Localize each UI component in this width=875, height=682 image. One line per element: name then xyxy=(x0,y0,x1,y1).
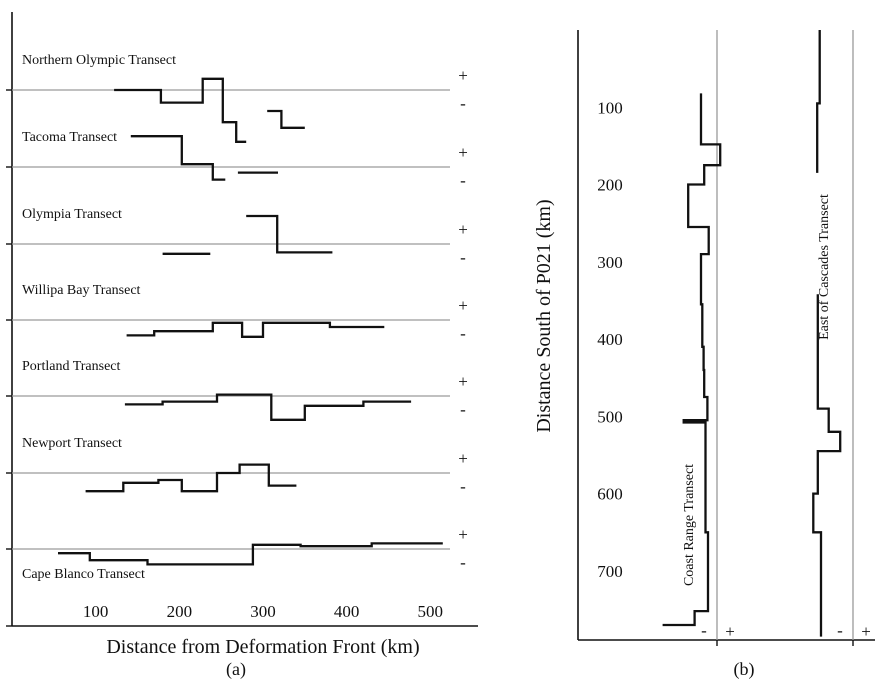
tacoma-transect-plus-sign: + xyxy=(458,143,468,162)
east-of-cascades-transect-line-1 xyxy=(816,30,821,173)
northern-olympic-transect-plus-sign: + xyxy=(458,66,468,85)
east-of-cascades-transect-minus-sign: - xyxy=(837,621,843,640)
east-of-cascades-transect-line-2 xyxy=(812,294,842,637)
cape-blanco-transect-plus-sign: + xyxy=(458,525,468,544)
portland-transect-plus-sign: + xyxy=(458,372,468,391)
portland-transect-minus-sign: - xyxy=(460,400,466,419)
east-of-cascades-transect-label: East of Cascades Transect xyxy=(817,194,832,340)
x-tick-label-300: 300 xyxy=(250,602,276,621)
x-tick-label-500: 500 xyxy=(418,602,444,621)
y-tick-label-400: 400 xyxy=(597,330,623,349)
panel-a-label: (a) xyxy=(226,659,246,680)
northern-olympic-transect-minus-sign: - xyxy=(460,94,466,113)
newport-transect-plus-sign: + xyxy=(458,449,468,468)
willipa-bay-transect-row: Willipa Bay Transect + - xyxy=(6,283,468,343)
tacoma-transect-row: Tacoma Transect + - xyxy=(6,130,468,190)
cape-blanco-transect-row: Cape Blanco Transect + - xyxy=(6,525,468,582)
x-tick-label-100: 100 xyxy=(83,602,109,621)
cape-blanco-transect-label: Cape Blanco Transect xyxy=(22,567,145,582)
willipa-bay-transect-line-1 xyxy=(126,321,385,338)
northern-olympic-transect-line-1 xyxy=(114,77,247,143)
northern-olympic-transect-row: Northern Olympic Transect + - xyxy=(6,53,468,143)
newport-transect-row: Newport Transect + - xyxy=(6,436,468,496)
y-tick-label-500: 500 xyxy=(597,407,623,426)
willipa-bay-transect-label: Willipa Bay Transect xyxy=(22,283,141,298)
cape-blanco-transect-minus-sign: - xyxy=(460,553,466,572)
x-tick-label-200: 200 xyxy=(167,602,193,621)
panel-a: Northern Olympic Transect+-Tacoma Transe… xyxy=(6,12,478,680)
willipa-bay-transect-minus-sign: - xyxy=(460,324,466,343)
newport-transect-minus-sign: - xyxy=(460,477,466,496)
willipa-bay-transect-plus-sign: + xyxy=(458,296,468,315)
panel-b-y-ticks: 100 200 300 400 500 600 700 xyxy=(597,98,623,581)
coast-range-transect-minus-sign: - xyxy=(701,621,707,640)
y-tick-label-300: 300 xyxy=(597,253,623,272)
y-tick-label-100: 100 xyxy=(597,98,623,117)
northern-olympic-transect-line-2 xyxy=(267,109,305,129)
northern-olympic-transect-label: Northern Olympic Transect xyxy=(22,53,176,68)
coast-range-transect-label: Coast Range Transect xyxy=(682,464,697,586)
olympia-transect-row: Olympia Transect + - xyxy=(6,207,468,267)
y-tick-label-700: 700 xyxy=(597,562,623,581)
panel-b-transects: Coast Range Transect- +East of Cascades T… xyxy=(662,30,871,646)
panel-b-label: (b) xyxy=(734,659,755,680)
olympia-transect-label: Olympia Transect xyxy=(22,207,122,222)
cape-blanco-transect-line-1 xyxy=(58,542,443,566)
coast-range-transect-plus-sign: + xyxy=(725,622,735,641)
tacoma-transect-line-1 xyxy=(130,135,226,181)
coast-range-transect-column: Coast Range Transect - + xyxy=(662,30,735,646)
panel-a-x-axis-title: Distance from Deformation Front (km) xyxy=(106,636,419,658)
panel-b: 100 200 300 400 500 600 700 Coast Range Transe… xyxy=(533,30,875,680)
newport-transect-label: Newport Transect xyxy=(22,436,122,451)
tacoma-transect-minus-sign: - xyxy=(460,171,466,190)
y-tick-label-200: 200 xyxy=(597,176,623,195)
olympia-transect-plus-sign: + xyxy=(458,220,468,239)
y-tick-label-600: 600 xyxy=(597,485,623,504)
newport-transect-line-1 xyxy=(85,463,297,493)
east-of-cascades-transect-plus-sign: + xyxy=(861,622,871,641)
coast-range-transect-line-1 xyxy=(662,93,722,627)
portland-transect-label: Portland Transect xyxy=(22,359,121,374)
portland-transect-row: Portland Transect + - xyxy=(6,359,468,421)
portland-transect-line-1 xyxy=(124,393,412,421)
east-of-cascades-transect-column: East of Cascades Transect - + xyxy=(812,30,871,646)
panel-b-y-axis-title: Distance South of P021 (km) xyxy=(533,199,555,432)
panel-a-x-ticks: 100 200 300 400 500 xyxy=(6,602,444,627)
panel-a-transects: Northern Olympic Transect+-Tacoma Transe… xyxy=(6,53,468,582)
olympia-transect-minus-sign: - xyxy=(460,248,466,267)
olympia-transect-line-1 xyxy=(246,214,333,254)
tacoma-transect-label: Tacoma Transect xyxy=(22,130,117,145)
x-tick-label-400: 400 xyxy=(334,602,360,621)
